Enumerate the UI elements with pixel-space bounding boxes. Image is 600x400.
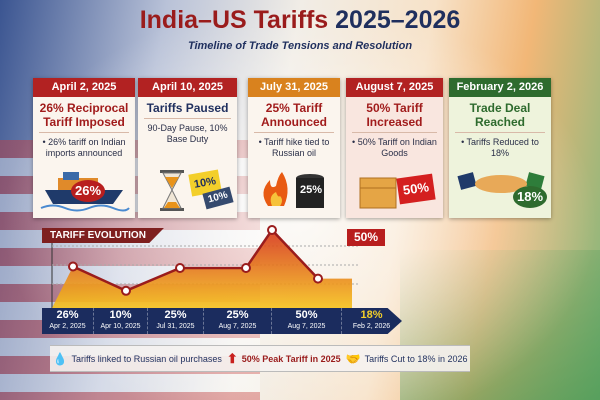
- series-line: [72, 228, 319, 293]
- card-detail: • Tariffs Reduced to 18%: [461, 137, 539, 158]
- card-date: February 2, 2026: [449, 78, 551, 97]
- date-label: Aug 7, 2025: [218, 323, 257, 330]
- card-april-10: April 10, 2025 Tariffs Paused 90-Day Pau…: [138, 78, 237, 218]
- badge-26: 26%: [71, 180, 105, 202]
- card-august-7: August 7, 2025 50% Tariff Increased • 50…: [346, 78, 443, 218]
- footer-item-peak: ⬆ 50% Peak Tariff in 2025: [227, 351, 341, 367]
- value-label: 18%: [360, 309, 383, 321]
- card-headline: Trade Deal Reached: [455, 101, 545, 133]
- footer-text: Tariffs Cut to 18% in 2026: [364, 353, 468, 364]
- data-point-2: [175, 263, 185, 273]
- title-part1: India–US Tariffs: [139, 6, 336, 34]
- handshake-icon: 18%: [449, 168, 551, 212]
- date-label: Jul 31, 2025: [156, 323, 195, 330]
- card-february-2: February 2, 2026 Trade Deal Reached • Ta…: [449, 78, 551, 218]
- chart-title: TARIFF EVOLUTION: [42, 228, 164, 243]
- subtitle: Timeline of Trade Tensions and Resolutio…: [187, 40, 413, 52]
- footer-text: Tariffs linked to Russian oil purchases: [71, 353, 222, 364]
- up-arrow-icon: ⬆: [226, 350, 238, 366]
- timeline-cell: 25% Jul 31, 2025: [148, 308, 204, 334]
- page-title: India–US Tariffs 2025–2026: [0, 6, 600, 35]
- handshake-icon: 🤝: [345, 351, 361, 366]
- card-july-31: July 31, 2025 25% Tariff Announced • Tar…: [248, 78, 340, 218]
- value-label: 25%: [226, 309, 249, 321]
- date-label: Apr 2, 2025: [49, 323, 86, 330]
- date-label: Aug 7, 2025: [287, 323, 326, 330]
- date-label: Feb 2, 2026: [352, 323, 391, 330]
- timeline-cell: 10% Apr 10, 2025: [94, 308, 148, 334]
- peak-badge: 50%: [347, 229, 385, 246]
- cargo-ship-icon: 26%: [33, 168, 135, 212]
- footer-bar: 💧 Tariffs linked to Russian oil purchases…: [50, 345, 470, 372]
- footer-text: 50% Peak Tariff in 2025: [241, 353, 341, 364]
- value-label: 26%: [56, 309, 79, 321]
- data-point-5: [313, 273, 323, 284]
- badge-25: 25%: [299, 184, 323, 196]
- data-point-4: [267, 225, 277, 235]
- data-point-0: [68, 261, 78, 272]
- card-april-2: April 2, 2025 26% Reciprocal Tariff Impo…: [33, 78, 135, 218]
- timeline-cell: 25% Aug 7, 2025: [204, 308, 272, 334]
- card-headline: 25% Tariff Announced: [254, 101, 334, 133]
- card-date: April 10, 2025: [138, 78, 237, 97]
- card-headline: 26% Reciprocal Tariff Imposed: [39, 101, 129, 133]
- value-label: 10%: [109, 309, 132, 321]
- timeline-band: 26% Apr 2, 2025 10% Apr 10, 2025 25% Jul 31, …: [42, 308, 402, 334]
- tariff-line-chart: [51, 225, 360, 308]
- badge-18: 18%: [513, 186, 547, 208]
- date-label: Apr 10, 2025: [100, 323, 141, 330]
- oil-fire-icon: 25%: [248, 168, 340, 212]
- timeline-cell: 18% Feb 2, 2026: [342, 308, 402, 334]
- timeline-cell: 26% Apr 2, 2025: [42, 308, 94, 334]
- hourglass-icon: 10% 10%: [138, 168, 237, 212]
- footer-item-oil: 💧 Tariffs linked to Russian oil purchases: [52, 352, 221, 366]
- data-point-3: [241, 263, 251, 273]
- card-date: July 31, 2025: [248, 78, 340, 97]
- card-date: August 7, 2025: [346, 78, 443, 97]
- oil-drops-icon: 💧: [52, 351, 68, 366]
- cardboard-box-icon: 50%: [346, 168, 443, 212]
- timeline-cell: 50% Aug 7, 2025: [272, 308, 342, 334]
- card-detail: • 26% tariff on Indian imports announced: [42, 137, 126, 158]
- title-part2: 2025–2026: [335, 6, 461, 34]
- badge-50: 50%: [396, 173, 436, 205]
- footer-item-cut: 🤝 Tariffs Cut to 18% in 2026: [346, 352, 468, 366]
- card-headline: 50% Tariff Increased: [352, 101, 437, 133]
- value-label: 50%: [295, 309, 318, 321]
- data-point-1: [121, 285, 131, 296]
- card-detail: 90-Day Pause, 10% Base Duty: [147, 123, 228, 144]
- card-headline: Tariffs Paused: [144, 101, 231, 119]
- value-label: 25%: [164, 309, 187, 321]
- card-date: April 2, 2025: [33, 78, 135, 97]
- card-detail: • Tariff hike tied to Russian oil: [258, 137, 330, 158]
- card-detail: • 50% Tariff on Indian Goods: [352, 137, 437, 158]
